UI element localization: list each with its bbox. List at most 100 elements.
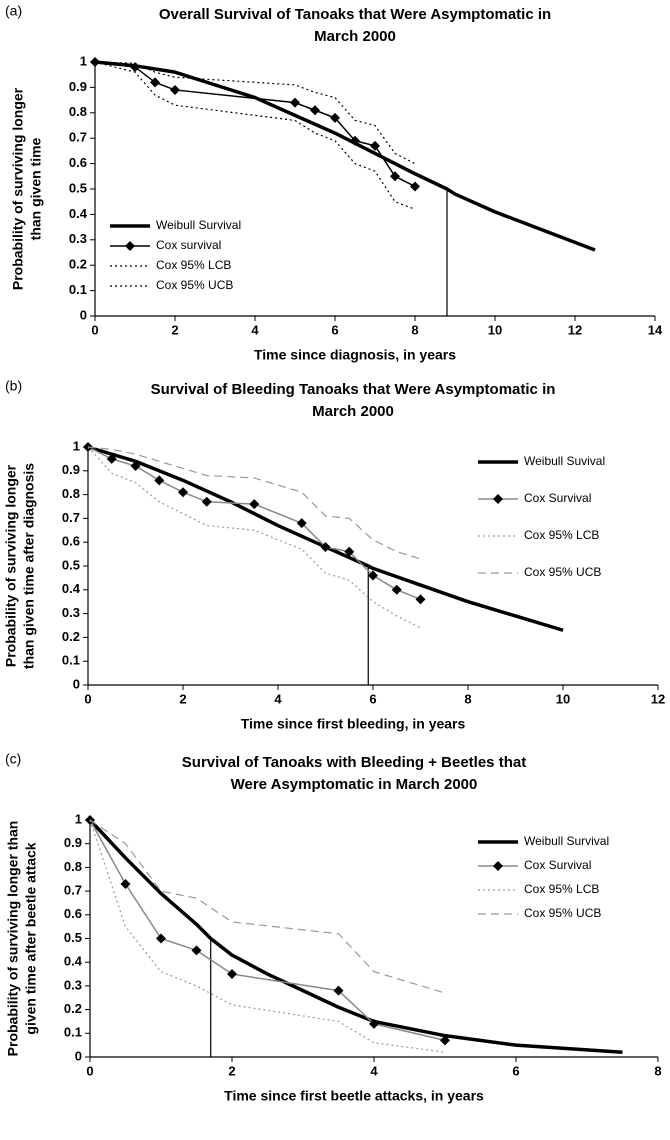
legend-label: Cox survival bbox=[156, 238, 221, 252]
y-tick-label: 0.6 bbox=[64, 906, 82, 921]
chart-title: Survival of Bleeding Tanoaks that Were A… bbox=[151, 381, 556, 398]
chart-title: Survival of Tanoaks with Bleeding + Beet… bbox=[182, 754, 526, 771]
legend-label: Weibull Suvival bbox=[524, 454, 605, 468]
marker bbox=[410, 181, 420, 192]
legend-label: Cox 95% LCB bbox=[524, 528, 599, 542]
y-tick-label: 1 bbox=[80, 53, 87, 68]
y-axis-label: than given time bbox=[28, 137, 44, 240]
x-tick-label: 0 bbox=[86, 1063, 93, 1078]
y-tick-label: 0.5 bbox=[69, 180, 87, 195]
legend-label: Cox 95% UCB bbox=[524, 906, 601, 920]
x-tick-label: 14 bbox=[648, 322, 663, 337]
y-tick-label: 0.1 bbox=[62, 653, 80, 668]
marker bbox=[154, 475, 165, 486]
panel-label: (c) bbox=[5, 751, 21, 767]
y-tick-label: 0.7 bbox=[69, 130, 87, 145]
marker bbox=[106, 453, 117, 464]
marker bbox=[333, 985, 344, 996]
x-tick-label: 8 bbox=[411, 322, 418, 337]
x-axis-label: Time since first beetle attacks, in year… bbox=[224, 1088, 484, 1104]
y-tick-label: 1 bbox=[75, 811, 82, 826]
marker bbox=[191, 945, 202, 956]
marker bbox=[415, 594, 426, 605]
marker bbox=[440, 1035, 450, 1046]
x-tick-label: 8 bbox=[654, 1063, 661, 1078]
y-tick-label: 0.4 bbox=[64, 954, 83, 969]
x-tick-label: 0 bbox=[91, 322, 98, 337]
marker bbox=[156, 933, 166, 944]
y-tick-label: 0.2 bbox=[62, 629, 80, 644]
y-tick-label: 0.3 bbox=[64, 977, 82, 992]
x-tick-label: 10 bbox=[556, 691, 570, 706]
y-tick-label: 0.2 bbox=[69, 257, 87, 272]
marker bbox=[350, 135, 360, 146]
legend-label: Cox 95% LCB bbox=[156, 258, 231, 272]
series-line bbox=[89, 819, 446, 1053]
y-tick-label: 0.5 bbox=[64, 930, 82, 945]
x-axis-label: Time since first bleeding, in years bbox=[241, 716, 466, 732]
y-axis-label: than given time after diagnosis bbox=[21, 463, 37, 669]
x-tick-label: 6 bbox=[512, 1063, 519, 1078]
marker bbox=[178, 487, 188, 498]
marker bbox=[330, 112, 340, 123]
y-tick-label: 0.9 bbox=[62, 462, 80, 477]
x-tick-label: 6 bbox=[369, 691, 376, 706]
x-tick-label: 8 bbox=[464, 691, 471, 706]
chart-title: Were Asymptomatic in March 2000 bbox=[231, 776, 478, 793]
legend-marker bbox=[493, 494, 503, 504]
y-tick-label: 0.7 bbox=[64, 883, 82, 898]
series-line bbox=[87, 446, 421, 560]
legend-marker bbox=[125, 241, 135, 251]
marker bbox=[227, 969, 237, 980]
series-line bbox=[88, 818, 623, 1055]
series-line bbox=[89, 819, 446, 1042]
y-tick-label: 0.1 bbox=[69, 282, 87, 297]
legend-label: Weibull Survival bbox=[156, 218, 241, 232]
legend-label: Cox 95% UCB bbox=[524, 565, 601, 579]
y-tick-label: 0.3 bbox=[62, 605, 80, 620]
y-tick-label: 0.6 bbox=[69, 155, 87, 170]
y-tick-label: 0.7 bbox=[62, 510, 80, 525]
series-line bbox=[89, 819, 446, 994]
legend-marker bbox=[493, 861, 503, 871]
marker bbox=[201, 496, 212, 507]
chart-title: March 2000 bbox=[312, 403, 394, 420]
legend-label: Weibull Survival bbox=[524, 834, 609, 848]
marker bbox=[170, 84, 180, 95]
legend-label: Cox Survival bbox=[524, 491, 591, 505]
marker bbox=[310, 105, 320, 116]
marker bbox=[120, 878, 131, 889]
x-tick-label: 0 bbox=[84, 691, 91, 706]
y-tick-label: 0 bbox=[80, 307, 87, 322]
legend-label: Cox Survival bbox=[524, 858, 591, 872]
y-axis-label: Probability of surviving longer bbox=[3, 464, 19, 667]
y-tick-label: 0 bbox=[75, 1048, 82, 1063]
x-tick-label: 2 bbox=[171, 322, 178, 337]
marker bbox=[296, 518, 307, 529]
series-line bbox=[87, 446, 421, 629]
x-tick-label: 12 bbox=[651, 691, 665, 706]
panel-label: (b) bbox=[5, 378, 22, 394]
y-tick-label: 0.6 bbox=[62, 534, 80, 549]
panel: (b) Survival of Bleeding Tanoaks that Wer… bbox=[3, 378, 666, 732]
y-tick-label: 0.8 bbox=[64, 859, 82, 874]
y-tick-label: 1 bbox=[73, 438, 80, 453]
x-tick-label: 6 bbox=[331, 322, 338, 337]
marker bbox=[369, 1018, 379, 1029]
marker bbox=[290, 97, 300, 108]
x-tick-label: 2 bbox=[228, 1063, 235, 1078]
marker bbox=[368, 570, 378, 581]
chart-title: Overall Survival of Tanoaks that Were As… bbox=[159, 6, 551, 23]
y-tick-label: 0 bbox=[73, 676, 80, 691]
marker bbox=[320, 541, 331, 552]
y-tick-label: 0.3 bbox=[69, 231, 87, 246]
panel-label: (a) bbox=[5, 3, 22, 19]
y-axis-label: given time after beetle attack bbox=[23, 842, 39, 1034]
marker bbox=[130, 62, 140, 73]
y-tick-label: 0.2 bbox=[64, 1001, 82, 1016]
marker bbox=[344, 546, 355, 557]
x-tick-label: 2 bbox=[179, 691, 186, 706]
y-axis-label: Probability of surviving longer than bbox=[5, 821, 21, 1057]
x-axis-label: Time since diagnosis, in years bbox=[254, 347, 456, 363]
